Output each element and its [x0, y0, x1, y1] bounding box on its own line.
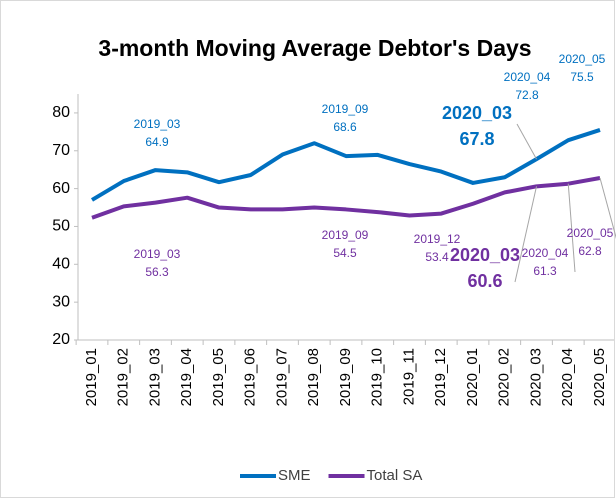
data-label-category: 2019_03 [134, 247, 181, 261]
y-tick-label: 80 [52, 104, 70, 121]
data-label-category: 2019_03 [134, 117, 181, 131]
y-tick-label: 40 [52, 256, 70, 273]
data-label: 56.3 [145, 265, 169, 279]
data-label: 72.8 [515, 88, 539, 102]
y-tick-label: 50 [52, 218, 70, 235]
x-tick-label: 2019_05 [210, 348, 227, 406]
x-tick-label: 2019_09 [337, 348, 354, 406]
y-tick-label: 70 [52, 142, 70, 159]
data-label-category: 2020_04 [504, 70, 551, 84]
data-label-category: 2019_12 [414, 232, 461, 246]
line-series [91, 176, 601, 220]
data-label-category: 2020_03 [450, 245, 520, 265]
data-label: 64.9 [145, 135, 169, 149]
data-label: 53.4 [425, 250, 449, 264]
data-label-category: 2020_03 [442, 103, 512, 123]
x-tick-label: 2020_04 [559, 348, 576, 406]
leader-line [516, 123, 537, 160]
x-tick-label: 2020_05 [591, 348, 608, 406]
line-series [90, 128, 601, 202]
data-label: 67.8 [459, 129, 494, 149]
legend-label: Total SA [367, 467, 423, 484]
leader-line [567, 183, 576, 273]
leader-line [514, 186, 537, 283]
x-tick-label: 2019_03 [146, 348, 163, 406]
y-tick-label: 20 [52, 331, 70, 348]
chart-title: 3-month Moving Average Debtor's Days [98, 35, 532, 61]
data-label: 62.8 [578, 244, 602, 258]
x-tick-label: 2020_03 [527, 348, 544, 406]
x-tick-label: 2019_01 [83, 348, 100, 406]
data-label: 54.5 [333, 246, 357, 260]
legend-label: SME [278, 467, 311, 484]
data-label: 68.6 [333, 120, 357, 134]
x-tick-label: 2020_02 [496, 348, 513, 406]
data-label-category: 2020_05 [559, 52, 606, 66]
y-tick-label: 30 [52, 293, 70, 310]
x-tick-label: 2020_01 [464, 348, 481, 406]
data-label-category: 2019_09 [322, 228, 369, 242]
data-label-category: 2019_09 [322, 102, 369, 116]
data-label: 61.3 [533, 264, 557, 278]
data-label-category: 2020_05 [567, 226, 614, 240]
x-tick-label: 2019_10 [369, 348, 386, 406]
x-tick-label: 2019_02 [115, 348, 132, 406]
x-tick-label: 2019_04 [178, 348, 195, 406]
x-tick-label: 2019_07 [273, 348, 290, 406]
data-label: 60.6 [467, 271, 502, 291]
x-tick-label: 2019_11 [400, 348, 417, 405]
data-label-category: 2020_04 [522, 246, 569, 260]
x-tick-label: 2019_12 [432, 348, 449, 406]
y-tick-label: 60 [52, 180, 70, 197]
x-tick-label: 2019_06 [242, 348, 259, 406]
x-tick-label: 2019_08 [305, 348, 322, 406]
data-label: 75.5 [570, 70, 594, 84]
leader-line [599, 177, 616, 240]
